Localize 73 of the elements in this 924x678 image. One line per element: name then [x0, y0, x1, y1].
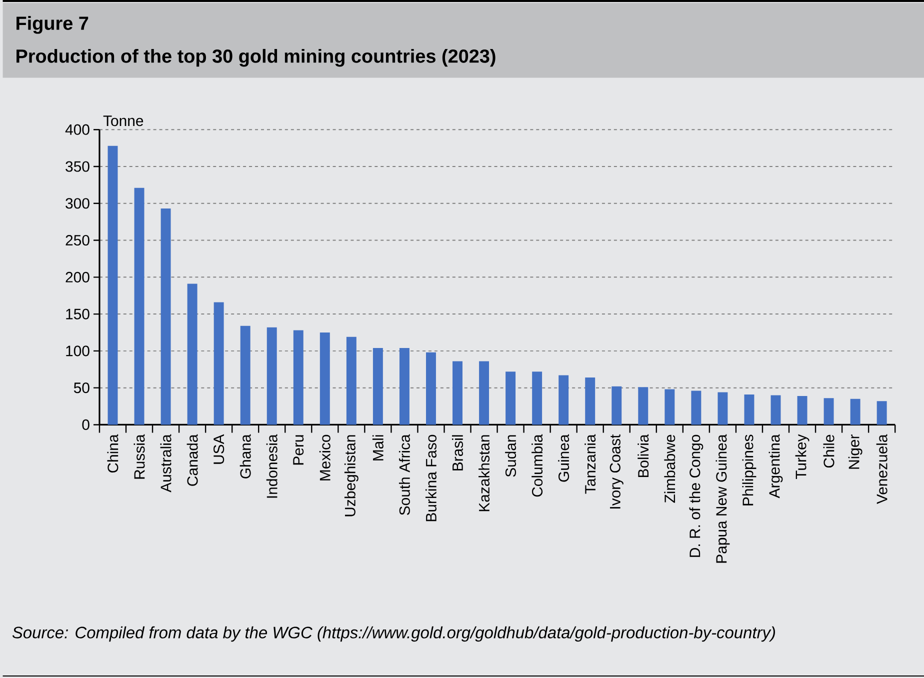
x-tick-label: Kazakhstan	[478, 435, 490, 512]
x-tick-label: Sudan	[505, 435, 516, 477]
bar	[718, 392, 728, 425]
x-tick-label: D. R. of the Congo	[689, 434, 704, 557]
bar	[797, 396, 808, 425]
bar	[214, 302, 224, 425]
bar	[320, 332, 330, 425]
bar	[770, 395, 781, 425]
x-tick-label: Peru	[293, 435, 304, 465]
y-tick-label: 0	[82, 419, 90, 430]
bar	[134, 188, 144, 425]
x-tick-label: Venezuela	[876, 434, 888, 504]
bar	[638, 387, 648, 425]
bar	[585, 378, 596, 425]
bar	[664, 389, 675, 425]
bar	[160, 208, 171, 425]
y-tick-label: 150	[66, 308, 90, 320]
x-tick-label: Niger	[848, 434, 862, 469]
x-tick-label: Philippines	[742, 434, 756, 506]
x-tick-label: Australia	[160, 434, 172, 492]
y-tick-label: 350	[66, 161, 90, 172]
bar	[399, 348, 410, 425]
bar	[876, 401, 887, 425]
chart-subtitle: Production of the top 30 gold mining countries (2023)	[16, 48, 496, 67]
x-tick-label: Turkey	[795, 434, 810, 480]
x-tick-label: China	[107, 434, 118, 473]
x-tick-label: Bolivia	[638, 434, 649, 478]
bar	[108, 146, 118, 425]
bar	[187, 284, 198, 425]
x-tick-label: Ivory Coast	[610, 434, 624, 508]
x-tick-label: Mexico	[319, 434, 330, 480]
bar	[266, 327, 277, 425]
x-tick-label: Burkina Faso	[425, 434, 436, 522]
bar	[691, 390, 702, 425]
x-tick-label: Mali	[372, 435, 384, 460]
bar	[240, 326, 250, 425]
x-tick-label: Zimbabwe	[664, 434, 676, 503]
y-tick-label: 400	[65, 124, 90, 135]
bar	[824, 398, 834, 425]
x-tick-label: Russia	[134, 434, 145, 479]
bar	[452, 361, 462, 425]
x-tick-label: Argentina	[768, 434, 783, 498]
bar	[346, 336, 356, 425]
y-axis-title: Tonne	[103, 116, 144, 126]
x-tick-label: Tanzania	[584, 434, 596, 494]
x-tick-label: South Africa	[398, 434, 410, 516]
x-tick-label: Chile	[823, 434, 834, 468]
bar	[532, 372, 542, 425]
source-note: Source: Compiled from data by the WGC (https://www.gold.org/goldhub/data/gold-production-by-country)	[12, 626, 775, 642]
y-tick-label: 200	[66, 272, 90, 282]
bar	[744, 394, 754, 425]
y-tick-label: 50	[74, 382, 90, 394]
y-tick-label: 300	[66, 198, 90, 209]
x-tick-label: Brasil	[452, 435, 463, 470]
x-tick-label: Canada	[186, 434, 198, 486]
y-tick-label: 250	[66, 234, 90, 246]
bar	[506, 372, 516, 425]
x-tick-label: Columbia	[532, 434, 543, 497]
bar	[612, 386, 622, 425]
x-tick-label: Papua New Guinea	[716, 434, 730, 563]
x-tick-label: Ghana	[240, 434, 251, 478]
x-tick-label: Indonesia	[266, 434, 278, 498]
y-tick-label: 100	[66, 346, 90, 356]
chart-title: Figure 7	[16, 16, 88, 34]
x-tick-label: Guinea	[558, 434, 570, 482]
bar	[293, 330, 304, 425]
bar	[372, 348, 383, 425]
bar	[850, 398, 860, 425]
x-tick-label: USA	[214, 434, 224, 464]
x-tick-label: Uzbeghistan	[344, 435, 358, 516]
bar	[558, 375, 569, 425]
bar	[479, 361, 490, 425]
bar	[426, 352, 436, 425]
